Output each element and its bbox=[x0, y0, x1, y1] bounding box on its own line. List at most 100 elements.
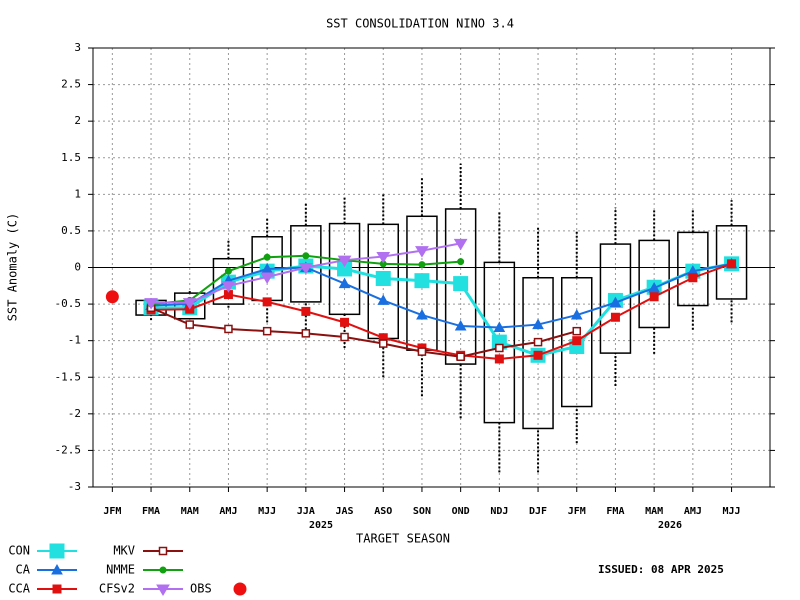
y-tick-label: 0 bbox=[74, 261, 81, 274]
marker bbox=[648, 281, 660, 293]
marker bbox=[379, 339, 388, 348]
series-line bbox=[150, 306, 578, 358]
legend-label: OBS bbox=[190, 582, 212, 596]
year-label: 2026 bbox=[658, 520, 682, 531]
marker bbox=[415, 246, 429, 258]
y-tick-label: -1.5 bbox=[55, 370, 82, 383]
series-line bbox=[151, 262, 732, 329]
marker bbox=[376, 252, 391, 264]
marker bbox=[298, 263, 313, 275]
marker bbox=[185, 320, 194, 329]
issued-date: ISSUED: 08 APR 2025 bbox=[598, 563, 724, 576]
x-tick-label: JFM bbox=[568, 506, 586, 517]
marker bbox=[453, 276, 469, 292]
marker bbox=[340, 317, 350, 327]
box bbox=[638, 239, 670, 329]
legend-label: CFSv2 bbox=[99, 582, 135, 596]
x-axis-title: TARGET SEASON bbox=[356, 532, 450, 546]
marker bbox=[159, 566, 167, 574]
marker bbox=[377, 294, 390, 305]
marker bbox=[52, 584, 62, 594]
box bbox=[174, 292, 206, 320]
marker bbox=[302, 252, 310, 260]
marker bbox=[224, 324, 233, 334]
y-tick-label: 2.5 bbox=[61, 78, 81, 91]
marker bbox=[533, 337, 543, 347]
y-tick-label: -0.5 bbox=[55, 297, 82, 310]
y-tick-label: 2 bbox=[74, 114, 81, 127]
x-tick-label: ASO bbox=[374, 506, 392, 517]
x-tick-label: JFM bbox=[103, 506, 121, 517]
y-tick-label: 1 bbox=[74, 187, 81, 200]
marker bbox=[494, 354, 504, 364]
x-tick-label: AMJ bbox=[684, 506, 702, 517]
x-tick-label: MJJ bbox=[258, 506, 276, 517]
marker bbox=[338, 277, 351, 289]
marker bbox=[727, 259, 737, 269]
x-tick-label: OND bbox=[452, 506, 470, 517]
marker bbox=[182, 298, 197, 310]
marker bbox=[262, 297, 272, 307]
marker bbox=[418, 261, 426, 269]
y-tick-label: 1.5 bbox=[61, 151, 81, 164]
marker bbox=[609, 296, 622, 308]
legend-label: CON bbox=[8, 544, 30, 558]
plot-frame bbox=[92, 47, 771, 488]
marker bbox=[414, 273, 430, 289]
y-tick-label: -3 bbox=[68, 480, 81, 493]
legend-label: CCA bbox=[8, 582, 30, 596]
marker bbox=[375, 270, 391, 286]
marker bbox=[457, 258, 465, 266]
marker bbox=[105, 290, 119, 304]
marker bbox=[454, 320, 467, 331]
marker bbox=[417, 347, 427, 356]
marker bbox=[144, 298, 158, 310]
marker bbox=[263, 253, 271, 261]
marker bbox=[572, 336, 582, 346]
x-tick-label: MAM bbox=[181, 506, 199, 517]
marker bbox=[649, 292, 659, 302]
x-tick-label: MAM bbox=[645, 506, 663, 517]
legend-label: NMME bbox=[106, 563, 135, 577]
marker bbox=[51, 563, 63, 575]
y-tick-label: -2 bbox=[68, 407, 81, 420]
marker bbox=[453, 238, 468, 251]
marker bbox=[49, 543, 65, 559]
y-tick-label: -1 bbox=[68, 334, 81, 347]
marker bbox=[340, 332, 349, 342]
box bbox=[483, 261, 516, 424]
series-line bbox=[151, 262, 732, 357]
y-tick-label: -2.5 bbox=[55, 443, 82, 456]
marker bbox=[416, 309, 428, 320]
marker bbox=[493, 321, 506, 332]
marker bbox=[156, 584, 170, 596]
marker bbox=[158, 546, 168, 556]
legend-label: CA bbox=[16, 563, 31, 577]
y-tick-label: 0.5 bbox=[61, 224, 81, 237]
marker bbox=[337, 255, 352, 268]
marker bbox=[610, 312, 620, 322]
marker bbox=[221, 281, 236, 293]
box bbox=[599, 243, 632, 354]
x-tick-label: JJA bbox=[297, 506, 315, 517]
marker bbox=[301, 329, 311, 338]
marker bbox=[301, 306, 311, 316]
marker bbox=[260, 272, 275, 284]
marker bbox=[532, 318, 544, 330]
series-line bbox=[151, 262, 732, 360]
box bbox=[715, 225, 748, 300]
marker bbox=[533, 350, 543, 360]
marker bbox=[456, 352, 465, 362]
box bbox=[561, 276, 593, 408]
box bbox=[444, 208, 477, 365]
legend-label: MKV bbox=[113, 544, 135, 558]
x-tick-label: SON bbox=[413, 506, 431, 517]
chart-title: SST CONSOLIDATION NINO 3.4 bbox=[326, 17, 514, 31]
marker bbox=[233, 582, 247, 596]
marker bbox=[262, 326, 272, 336]
x-tick-label: AMJ bbox=[219, 506, 237, 517]
marker bbox=[688, 273, 698, 283]
x-tick-label: JAS bbox=[336, 506, 354, 517]
y-tick-label: 3 bbox=[74, 41, 81, 54]
